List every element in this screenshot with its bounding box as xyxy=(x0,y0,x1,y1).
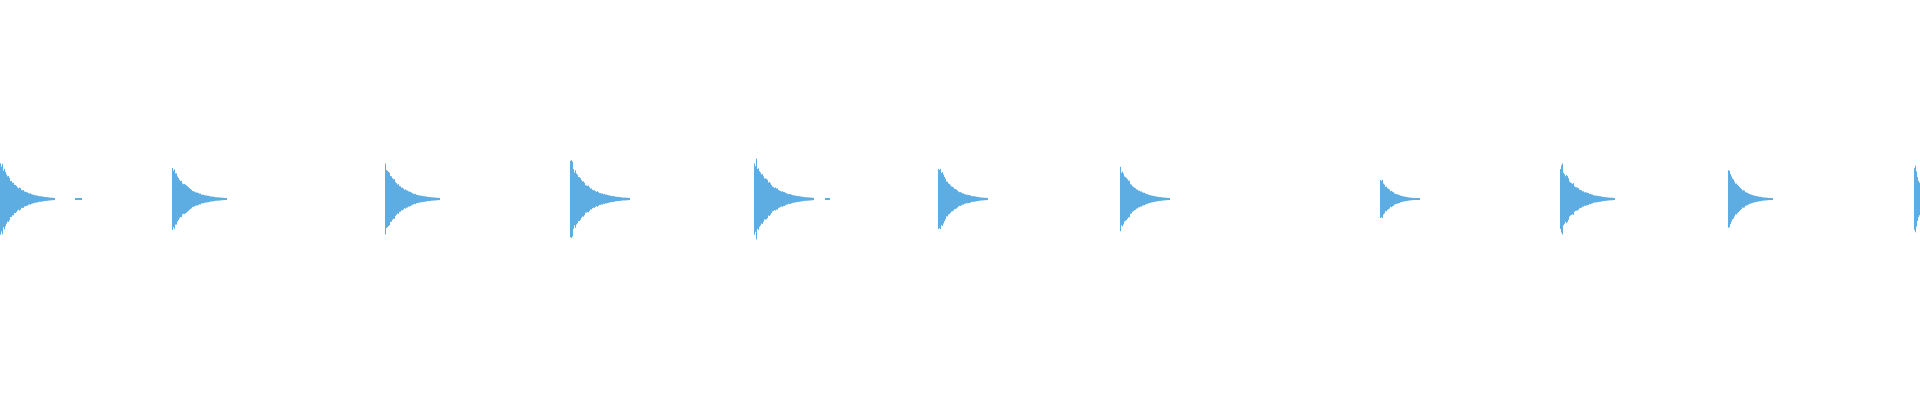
waveform-hit xyxy=(1120,166,1170,232)
waveform-hit xyxy=(1728,170,1773,228)
waveform-tail xyxy=(75,198,82,200)
waveform-tail xyxy=(225,198,227,200)
waveform-hit xyxy=(385,163,440,235)
waveform-hit xyxy=(172,168,227,230)
waveform-hit xyxy=(1914,165,1920,233)
waveform-hit xyxy=(754,158,830,240)
waveform-tail xyxy=(825,198,830,200)
waveform-hit xyxy=(570,160,630,238)
waveform-hit xyxy=(938,168,988,230)
waveform-hit xyxy=(1560,163,1615,235)
waveform-hit xyxy=(0,163,82,235)
waveform-hit xyxy=(1380,179,1420,219)
